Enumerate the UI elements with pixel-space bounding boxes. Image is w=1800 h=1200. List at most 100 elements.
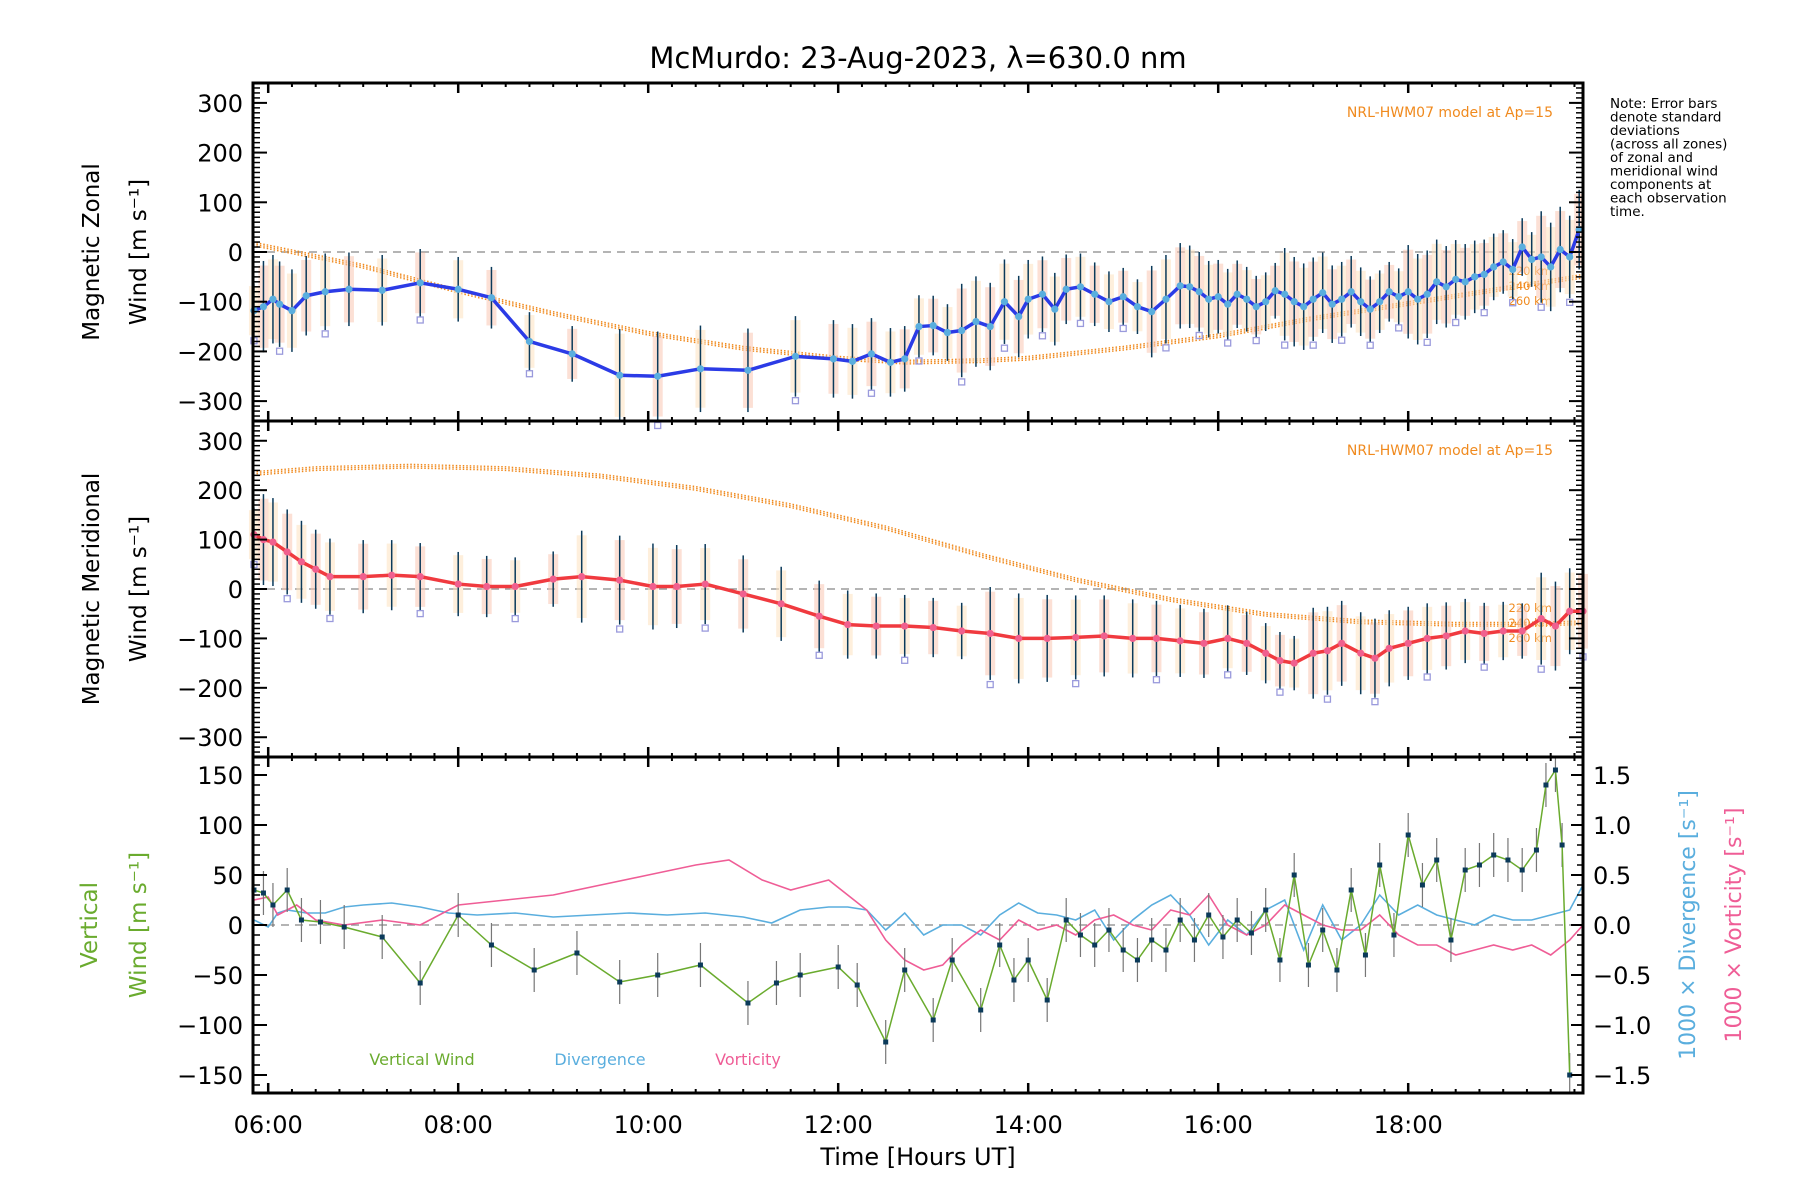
data-point bbox=[1015, 634, 1023, 643]
y2-tick-label: 0.0 bbox=[1593, 912, 1631, 940]
data-point bbox=[1404, 288, 1412, 296]
data-point bbox=[1490, 263, 1498, 271]
data-point bbox=[791, 352, 800, 360]
data-point bbox=[1566, 253, 1574, 261]
data-point bbox=[416, 279, 424, 287]
data-point bbox=[930, 1017, 936, 1023]
y-tick-label: 100 bbox=[197, 527, 243, 555]
data-point bbox=[1419, 882, 1425, 888]
zone-marker bbox=[416, 316, 424, 324]
data-point bbox=[797, 972, 803, 978]
data-point bbox=[654, 372, 662, 380]
data-point bbox=[1491, 852, 1497, 858]
zone-marker bbox=[1252, 336, 1260, 345]
y2-label-vorticity: 1000 × Vorticity [s⁻¹] bbox=[1722, 808, 1747, 1043]
data-point bbox=[1377, 862, 1383, 868]
data-point bbox=[744, 366, 752, 374]
data-point bbox=[616, 576, 624, 584]
y-label-line2: Wind [m s⁻¹] bbox=[126, 852, 152, 998]
y-tick-label: −100 bbox=[177, 1012, 243, 1040]
chart-title: McMurdo: 23-Aug-2023, λ=630.0 nm bbox=[649, 41, 1186, 75]
data-point bbox=[1176, 282, 1184, 290]
data-point bbox=[1051, 305, 1059, 313]
model-curve-260km bbox=[252, 463, 1584, 624]
data-point bbox=[1243, 295, 1251, 303]
data-point bbox=[1152, 634, 1161, 643]
zone-marker bbox=[915, 357, 923, 365]
data-point bbox=[1518, 627, 1526, 635]
data-point bbox=[958, 326, 966, 335]
data-point bbox=[1434, 857, 1440, 863]
data-point bbox=[511, 582, 519, 591]
data-point bbox=[1323, 647, 1332, 655]
data-point bbox=[649, 582, 657, 591]
zone-marker bbox=[275, 347, 284, 355]
data-point bbox=[986, 629, 994, 638]
data-point bbox=[1119, 293, 1127, 301]
note-line: deviations bbox=[1610, 123, 1680, 139]
series-line-vorticity bbox=[253, 859, 1584, 971]
data-point bbox=[578, 573, 586, 581]
zone-marker bbox=[1281, 341, 1289, 349]
y-label-line1: Magnetic Zonal bbox=[79, 163, 105, 341]
data-point bbox=[1220, 934, 1226, 940]
data-point bbox=[835, 964, 841, 970]
zone-marker bbox=[1452, 318, 1460, 327]
data-point bbox=[1433, 278, 1441, 286]
data-point bbox=[1106, 927, 1112, 933]
data-point bbox=[1338, 295, 1346, 303]
data-point bbox=[1133, 303, 1142, 311]
model-curve-240km bbox=[252, 465, 1584, 625]
zone-marker bbox=[326, 614, 334, 623]
data-point bbox=[1480, 629, 1488, 638]
data-point bbox=[997, 942, 1003, 948]
data-point bbox=[416, 573, 424, 581]
y-tick-label: −100 bbox=[177, 289, 243, 317]
zone-marker bbox=[1537, 303, 1545, 311]
note-line: each observation bbox=[1610, 191, 1727, 207]
x-tick-label: 16:00 bbox=[1184, 1111, 1253, 1139]
data-point bbox=[1385, 644, 1393, 652]
data-point bbox=[1371, 654, 1379, 662]
data-point bbox=[1276, 657, 1284, 665]
zone-marker bbox=[958, 378, 966, 386]
data-point bbox=[259, 303, 268, 311]
data-point bbox=[1195, 288, 1203, 296]
data-point bbox=[269, 295, 277, 303]
data-point bbox=[943, 328, 952, 337]
zone-marker bbox=[1038, 332, 1047, 340]
data-point bbox=[697, 962, 703, 968]
data-point bbox=[488, 942, 494, 948]
data-point bbox=[1186, 283, 1194, 291]
data-point bbox=[298, 917, 304, 923]
data-point bbox=[1499, 258, 1507, 266]
y2-tick-label: 1.0 bbox=[1593, 812, 1631, 840]
legend-divergence: Divergence bbox=[554, 1050, 645, 1069]
data-point bbox=[1243, 639, 1251, 647]
data-point bbox=[1281, 290, 1289, 298]
data-point bbox=[568, 350, 576, 358]
data-point bbox=[1214, 293, 1222, 301]
data-point bbox=[1480, 270, 1488, 278]
data-point bbox=[359, 573, 367, 581]
data-point bbox=[929, 321, 937, 330]
note-line: meridional wind bbox=[1610, 164, 1718, 180]
data-point bbox=[1015, 313, 1023, 321]
data-point bbox=[1100, 632, 1108, 640]
zone-marker bbox=[1195, 331, 1203, 340]
data-point bbox=[1448, 937, 1454, 943]
data-point bbox=[844, 620, 852, 629]
data-point bbox=[1462, 867, 1468, 873]
data-point bbox=[949, 957, 955, 963]
note-line: of zonal and bbox=[1610, 150, 1693, 166]
data-point bbox=[549, 575, 557, 583]
data-point bbox=[1024, 295, 1032, 303]
data-point bbox=[288, 307, 296, 315]
x-tick-label: 10:00 bbox=[614, 1111, 683, 1139]
data-point bbox=[1149, 937, 1155, 943]
legend-vertical-wind: Vertical Wind bbox=[369, 1050, 474, 1069]
zone-marker bbox=[1076, 319, 1085, 328]
data-point bbox=[454, 285, 462, 293]
data-point bbox=[1309, 649, 1317, 657]
